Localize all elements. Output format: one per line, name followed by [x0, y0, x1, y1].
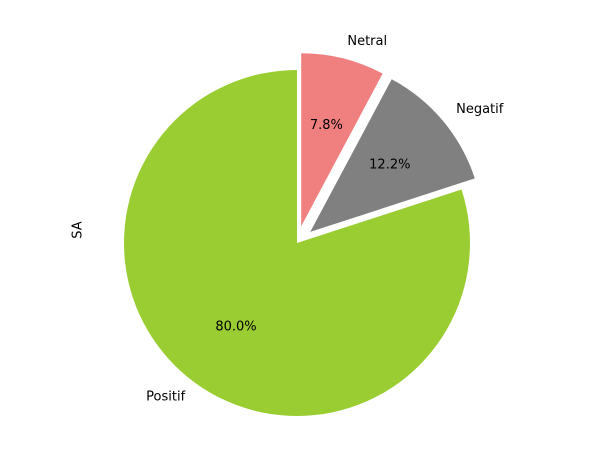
- pie-labels: Positif 80.0% Negatif 12.2% Netral 7.8%: [146, 34, 504, 404]
- slice-percent-negatif: 12.2%: [369, 158, 410, 173]
- pie-slice-negatif: [310, 79, 475, 232]
- pie-slice-netral: [301, 53, 383, 227]
- y-axis-label: SA: [71, 221, 86, 238]
- slice-label-negatif: Negatif: [456, 102, 504, 117]
- pie-slices: [124, 53, 475, 416]
- slice-percent-netral: 7.8%: [310, 118, 343, 133]
- slice-percent-positif: 80.0%: [215, 319, 256, 334]
- slice-label-netral: Netral: [347, 34, 387, 49]
- slice-label-positif: Positif: [146, 389, 185, 404]
- pie-slice-positif: [124, 70, 470, 416]
